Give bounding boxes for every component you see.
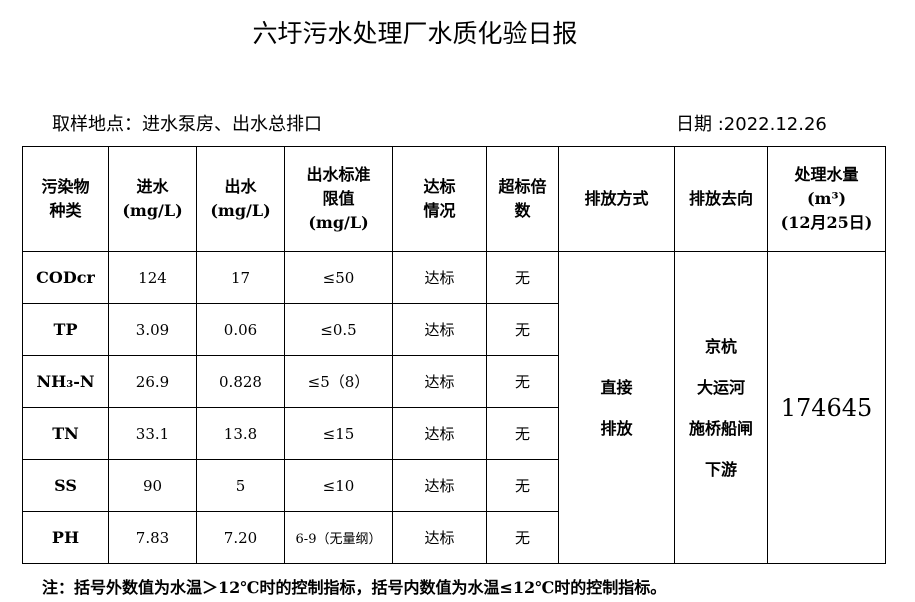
cell-in: 26.9 xyxy=(108,355,197,408)
cell-limit: ≤5（8） xyxy=(284,355,393,408)
cell-item: SS xyxy=(22,459,109,512)
report-date: 日期 :2022.12.26 xyxy=(676,114,827,135)
cell-limit: 6-9（无量纲） xyxy=(284,511,393,564)
treated-volume: 174645 xyxy=(767,251,886,564)
water-quality-table: 污染物 种类 进水 (mg/L) 出水 (mg/L) 出水标准 限值 (mg/L) 达标… xyxy=(22,146,886,564)
table-row: PH 7.83 7.20 6-9（无量纲） 达标无 xyxy=(22,511,886,564)
cell-exceed: 无 xyxy=(486,303,559,356)
cell-limit: ≤15 xyxy=(284,407,393,460)
column-header: 出水标准 限值 (mg/L) xyxy=(284,146,393,252)
cell-out: 7.20 xyxy=(196,511,285,564)
column-header: 超标倍 数 xyxy=(486,146,559,252)
cell-item: PH xyxy=(22,511,109,564)
cell-status: 达标 xyxy=(392,251,487,304)
table-row: TP 3.09 0.06 ≤0.5 达标无 xyxy=(22,303,886,356)
cell-item: TN xyxy=(22,407,109,460)
table-row: CODcr 124 17 ≤50 达标无直接 排放 京杭 大运河 施桥船闸 下游 17464… xyxy=(22,251,886,564)
cell-status: 达标 xyxy=(392,407,487,460)
column-header: 排放方式 xyxy=(558,146,675,252)
cell-limit: ≤0.5 xyxy=(284,303,393,356)
column-header: 达标 情况 xyxy=(392,146,487,252)
cell-out: 13.8 xyxy=(196,407,285,460)
cell-exceed: 无 xyxy=(486,459,559,512)
cell-status: 达标 xyxy=(392,459,487,512)
cell-in: 33.1 xyxy=(108,407,197,460)
cell-in: 124 xyxy=(108,251,197,304)
cell-out: 17 xyxy=(196,251,285,304)
column-header: 处理水量 (m³) (12月25日) xyxy=(767,146,886,252)
cell-exceed: 无 xyxy=(486,407,559,460)
cell-item: CODcr xyxy=(22,251,109,304)
cell-exceed: 无 xyxy=(486,511,559,564)
cell-in: 3.09 xyxy=(108,303,197,356)
cell-status: 达标 xyxy=(392,511,487,564)
table-row: SS 90 5 ≤10 达标无 xyxy=(22,459,886,512)
table-row: TN 33.1 13.8 ≤15 达标无 xyxy=(22,407,886,460)
footnote: 注：括号外数值为水温＞12℃时的控制指标，括号内数值为水温≤12℃时的控制指标。 xyxy=(42,578,667,597)
column-header: 出水 (mg/L) xyxy=(196,146,285,252)
cell-in: 90 xyxy=(108,459,197,512)
report-title: 六圩污水处理厂水质化验日报 xyxy=(252,19,578,48)
sampling-location: 取样地点：进水泵房、出水总排口 xyxy=(52,114,322,135)
cell-item: NH₃-N xyxy=(22,355,109,408)
cell-in: 7.83 xyxy=(108,511,197,564)
cell-limit: ≤50 xyxy=(284,251,393,304)
cell-status: 达标 xyxy=(392,355,487,408)
discharge-destination: 京杭 大运河 施桥船闸 下游 xyxy=(674,251,768,564)
cell-out: 5 xyxy=(196,459,285,512)
table-row: NH₃-N 26.9 0.828 ≤5（8） 达标无 xyxy=(22,355,886,408)
column-header: 排放去向 xyxy=(674,146,768,252)
cell-item: TP xyxy=(22,303,109,356)
column-header: 污染物 种类 xyxy=(22,146,109,252)
column-header: 进水 (mg/L) xyxy=(108,146,197,252)
discharge-method: 直接 排放 xyxy=(558,251,675,564)
cell-status: 达标 xyxy=(392,303,487,356)
cell-exceed: 无 xyxy=(486,355,559,408)
cell-out: 0.828 xyxy=(196,355,285,408)
cell-limit: ≤10 xyxy=(284,459,393,512)
cell-exceed: 无 xyxy=(486,251,559,304)
cell-out: 0.06 xyxy=(196,303,285,356)
